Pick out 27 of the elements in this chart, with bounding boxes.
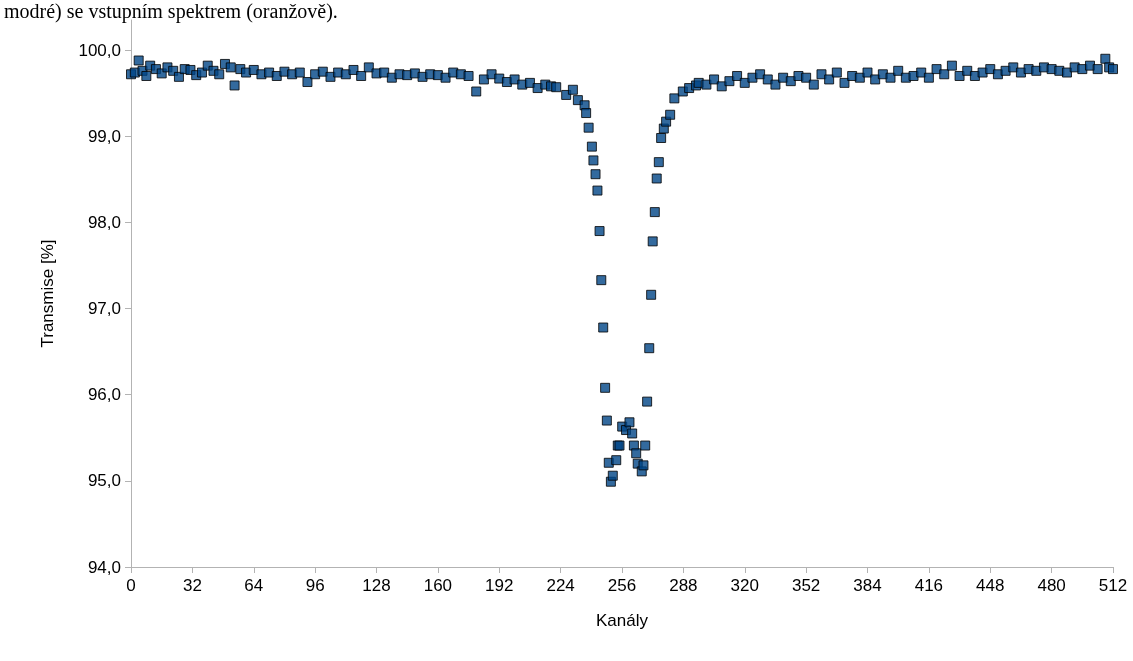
y-tick-label: 97,0 bbox=[87, 299, 121, 319]
y-tick-label: 98,0 bbox=[87, 212, 121, 232]
x-tick-label: 288 bbox=[669, 576, 698, 595]
x-tick-label: 32 bbox=[182, 576, 202, 595]
x-tick-label: 0 bbox=[126, 576, 136, 595]
y-tick-label: 94,0 bbox=[87, 557, 121, 577]
x-tick-label: 224 bbox=[546, 576, 575, 595]
x-tick-label: 64 bbox=[244, 576, 264, 595]
x-tick-label: 128 bbox=[362, 576, 391, 595]
y-tick-label: 96,0 bbox=[87, 385, 121, 405]
x-tick-label: 448 bbox=[976, 576, 1005, 595]
x-tick-label: 320 bbox=[730, 576, 759, 595]
x-tick-label: 96 bbox=[305, 576, 325, 595]
y-tick-label: 99,0 bbox=[87, 126, 121, 146]
x-tick-label: 256 bbox=[607, 576, 637, 595]
x-axis-title: Kanály bbox=[596, 611, 649, 630]
x-tick-label: 512 bbox=[1098, 576, 1128, 595]
x-tick-label: 416 bbox=[914, 576, 944, 595]
x-tick-label: 480 bbox=[1037, 576, 1066, 595]
y-tick-label: 100,0 bbox=[78, 40, 121, 60]
x-tick-label: 384 bbox=[853, 576, 882, 595]
x-tick-label: 352 bbox=[791, 576, 821, 595]
y-tick-label: 95,0 bbox=[87, 471, 121, 491]
x-tick-label: 192 bbox=[485, 576, 514, 595]
annotation: modré) se vstupním spektrem (oranžově). bbox=[4, 0, 338, 23]
y-axis-title: Transmise [%] bbox=[38, 239, 57, 348]
x-tick-label: 160 bbox=[423, 576, 453, 595]
